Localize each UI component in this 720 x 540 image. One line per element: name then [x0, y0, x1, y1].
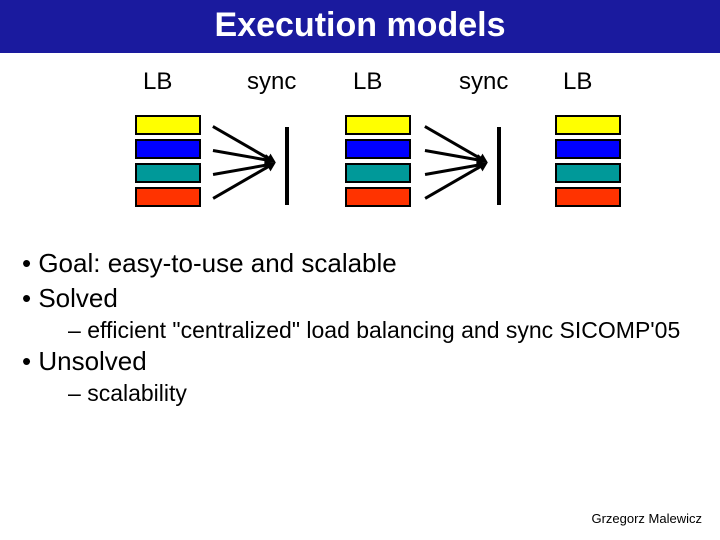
- bullet-unsolved: Unsolved: [22, 345, 698, 378]
- task-block: [135, 139, 201, 159]
- task-block: [555, 187, 621, 207]
- task-block: [345, 139, 411, 159]
- column-label: sync: [247, 68, 296, 96]
- column-label: LB: [143, 68, 172, 96]
- column-label: sync: [459, 68, 508, 96]
- column-label: LB: [353, 68, 382, 96]
- task-block: [135, 163, 201, 183]
- block-stack: [345, 115, 411, 207]
- sync-bar: [285, 127, 289, 205]
- task-block: [345, 115, 411, 135]
- task-block: [555, 139, 621, 159]
- column-label: LB: [563, 68, 592, 96]
- bullet-solved-sub: efficient "centralized" load balancing a…: [68, 316, 698, 345]
- page-title: Execution models: [0, 6, 720, 45]
- bullet-unsolved-sub: scalability: [68, 379, 698, 408]
- bullet-solved: Solved: [22, 282, 698, 315]
- task-block: [135, 187, 201, 207]
- block-stack: [135, 115, 201, 207]
- task-block: [345, 163, 411, 183]
- task-block: [345, 187, 411, 207]
- sync-bar: [497, 127, 501, 205]
- bullet-content: Goal: easy-to-use and scalable Solved ef…: [0, 247, 720, 408]
- execution-diagram: LB sync LB sync LB: [0, 57, 720, 247]
- task-block: [135, 115, 201, 135]
- footer-author: Grzegorz Malewicz: [591, 511, 702, 526]
- title-bar: Execution models: [0, 0, 720, 53]
- task-block: [555, 163, 621, 183]
- block-stack: [555, 115, 621, 207]
- task-block: [555, 115, 621, 135]
- bullet-goal: Goal: easy-to-use and scalable: [22, 247, 698, 280]
